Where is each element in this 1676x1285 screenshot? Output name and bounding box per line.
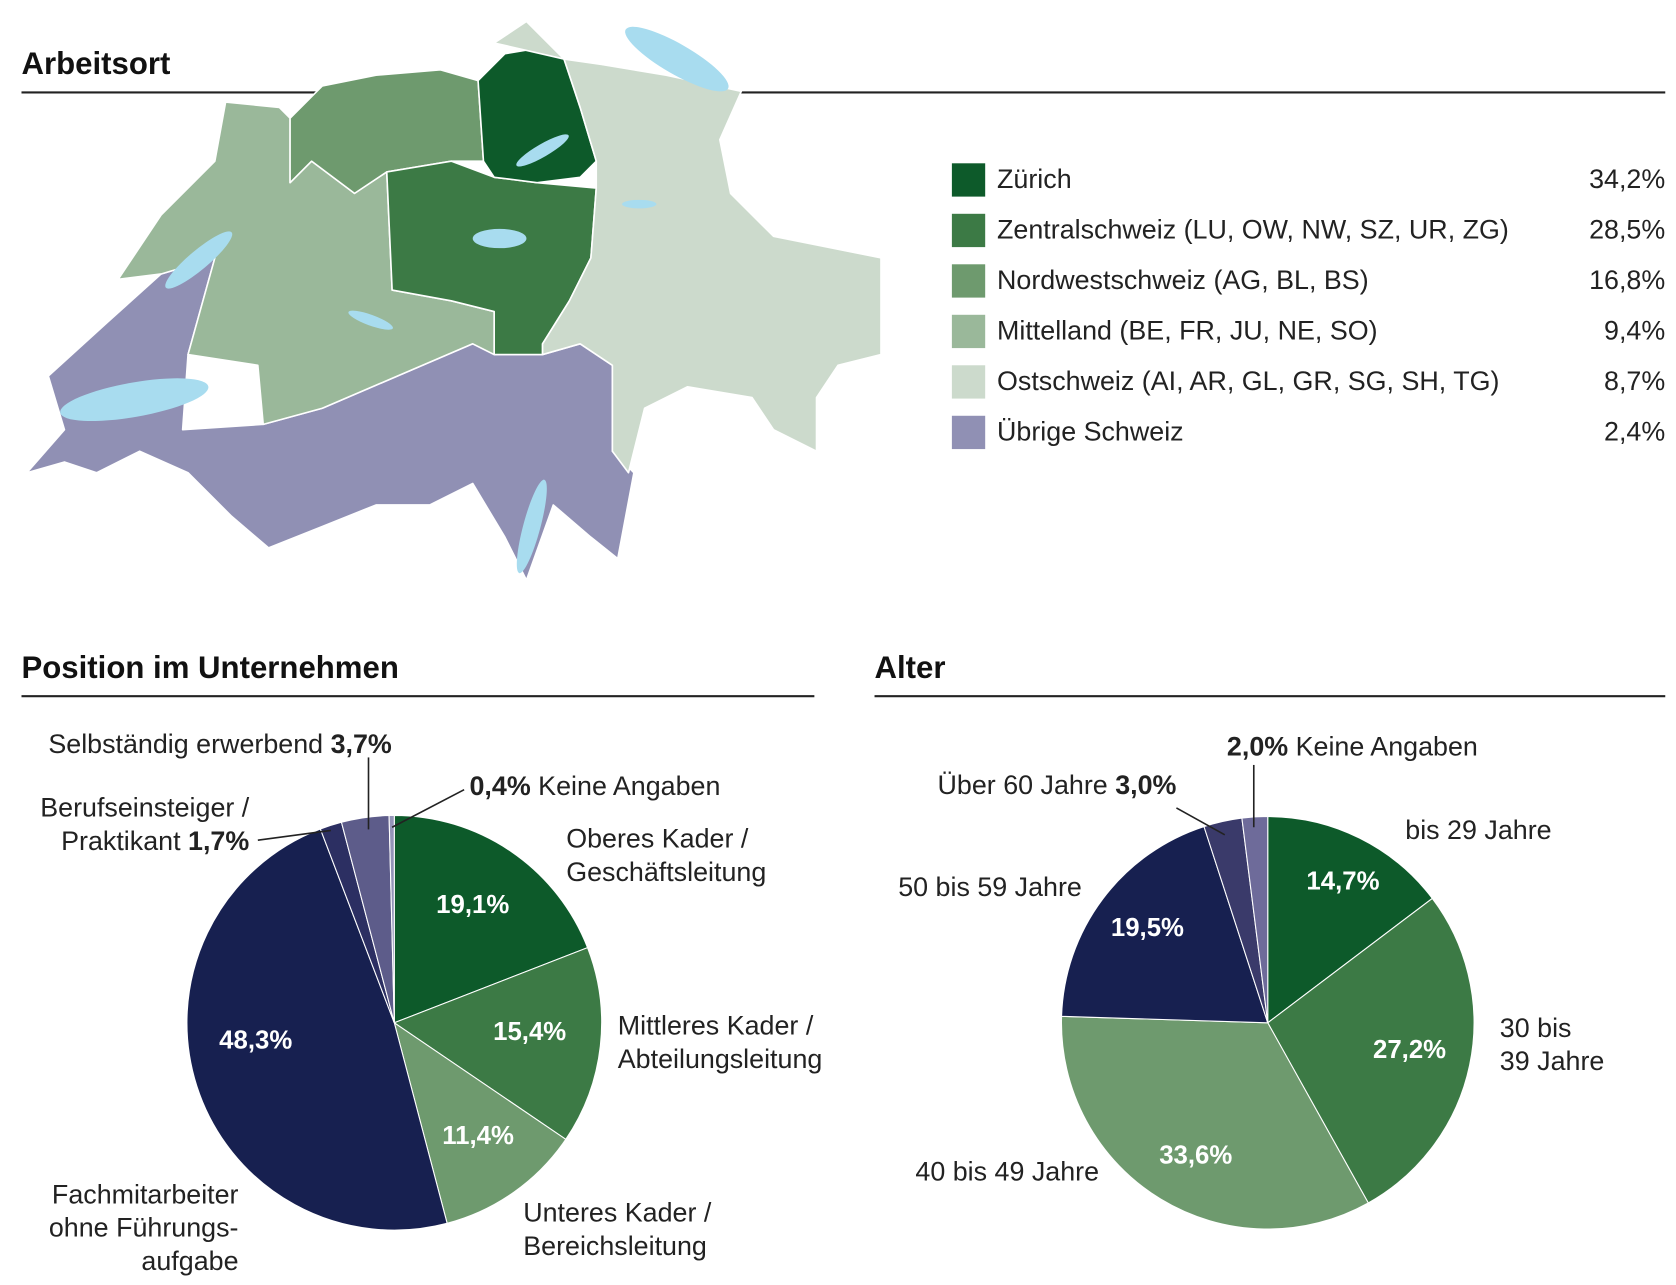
map bbox=[26, 20, 882, 581]
slice-label: Unteres Kader / Bereichsleitung bbox=[523, 1197, 711, 1264]
legend-label: Zentralschweiz (LU, OW, NW, SZ, UR, ZG) bbox=[997, 214, 1509, 245]
legend-value: 2,4% bbox=[1604, 416, 1666, 447]
slice-value: 2,0% bbox=[1226, 731, 1289, 762]
slice-label: 40 bis 49 Jahre bbox=[915, 1156, 1099, 1189]
lake bbox=[625, 26, 729, 92]
region bbox=[493, 20, 882, 474]
slice-value: 11,4% bbox=[442, 1121, 514, 1151]
leader-line bbox=[1176, 807, 1226, 836]
leader-line bbox=[391, 788, 465, 828]
legend-swatch bbox=[951, 365, 986, 399]
slice-name: Keine Angaben bbox=[538, 771, 721, 802]
slice-value: 0,4% bbox=[469, 771, 531, 802]
slice-name: Mittleres Kader / Abteilungsleitung bbox=[617, 1010, 823, 1075]
pie-slice bbox=[1241, 815, 1269, 1023]
slice-value: 14,7% bbox=[1306, 867, 1380, 897]
slice-name: bis 29 Jahre bbox=[1405, 815, 1552, 846]
legend-label: Zürich bbox=[997, 164, 1072, 195]
pie-slice bbox=[393, 814, 589, 1024]
legend-value: 16,8% bbox=[1589, 265, 1666, 296]
slice-value: 19,1% bbox=[436, 890, 510, 920]
slice-label: 30 bis 39 Jahre bbox=[1500, 1012, 1605, 1079]
slice-name: Selbständig erwerbend bbox=[48, 729, 324, 760]
slice-name: 30 bis 39 Jahre bbox=[1499, 1013, 1605, 1077]
slice-label: Berufseinsteiger / Praktikant 1,7% bbox=[40, 792, 249, 859]
slice-name: Unteres Kader / Bereichsleitung bbox=[523, 1197, 712, 1262]
slice-value: 3,7% bbox=[330, 729, 392, 760]
pie-slice bbox=[1061, 825, 1269, 1024]
lake bbox=[516, 479, 547, 574]
slice-value: 27,2% bbox=[1372, 1035, 1447, 1065]
slice-label: 0,4% Keine Angaben bbox=[469, 770, 720, 803]
slice-name: Über 60 Jahre bbox=[937, 770, 1108, 801]
legend-value: 34,2% bbox=[1589, 164, 1666, 195]
slice-value: 48,3% bbox=[219, 1026, 293, 1056]
slice-label: Über 60 Jahre 3,0% bbox=[938, 769, 1177, 802]
legend-value: 28,5% bbox=[1589, 214, 1666, 245]
lake bbox=[348, 310, 393, 330]
slice-label: 2,0% Keine Angaben bbox=[1227, 731, 1478, 764]
slice-label: Fachmitarbeiter ohne Führungs- aufgabe bbox=[49, 1179, 239, 1279]
slice-label: bis 29 Jahre bbox=[1405, 814, 1551, 847]
slice-value: 3,0% bbox=[1115, 770, 1177, 801]
leader-line bbox=[257, 829, 332, 841]
pie-slice bbox=[393, 1021, 567, 1224]
slice-label: 50 bis 59 Jahre bbox=[898, 871, 1082, 904]
slice-name: Fachmitarbeiter ohne Führungs- aufgabe bbox=[48, 1179, 239, 1277]
slice-label: Oberes Kader / Geschäftsleitung bbox=[566, 823, 766, 890]
slice-name: Oberes Kader / Geschäftsleitung bbox=[566, 824, 767, 888]
slice-value: 33,6% bbox=[1159, 1140, 1233, 1170]
legend-label: Nordwestschweiz (AG, BL, BS) bbox=[997, 265, 1369, 296]
lakes bbox=[60, 26, 729, 574]
lake bbox=[516, 134, 569, 167]
slice-name: 40 bis 49 Jahre bbox=[915, 1157, 1100, 1188]
slice-label: Mittleres Kader / Abteilungsleitung bbox=[618, 1010, 823, 1077]
pie-slice bbox=[1267, 897, 1475, 1204]
slice-name: Keine Angaben bbox=[1295, 731, 1478, 762]
slice-label: Selbständig erwerbend 3,7% bbox=[48, 728, 391, 761]
pie-slice bbox=[1060, 1015, 1369, 1230]
legend-label: Ostschweiz (AI, AR, GL, GR, SG, SH, TG) bbox=[997, 366, 1500, 397]
legend-value: 8,7% bbox=[1604, 366, 1666, 397]
legend-value: 9,4% bbox=[1604, 315, 1666, 346]
legend-label: Mittelland (BE, FR, JU, NE, SO) bbox=[997, 315, 1378, 346]
slice-name: 50 bis 59 Jahre bbox=[898, 872, 1082, 903]
legend-swatch bbox=[951, 163, 986, 197]
legend-swatch bbox=[951, 415, 986, 450]
lake bbox=[622, 199, 657, 209]
pie-title: Alter bbox=[874, 651, 946, 686]
slice-value: 19,5% bbox=[1110, 913, 1184, 943]
pie-slice bbox=[393, 946, 603, 1141]
map-title: Arbeitsort bbox=[21, 47, 171, 82]
legend-swatch bbox=[951, 213, 986, 248]
lake bbox=[60, 378, 209, 422]
lake bbox=[472, 228, 527, 249]
pie-slice bbox=[186, 828, 448, 1231]
slice-name: Berufseinsteiger / Praktikant bbox=[40, 792, 250, 857]
legend-label: Übrige Schweiz bbox=[997, 416, 1184, 447]
region bbox=[289, 69, 485, 195]
legend-swatch bbox=[951, 314, 986, 349]
pie-slice bbox=[1267, 815, 1434, 1024]
slice-value: 1,7% bbox=[188, 826, 250, 857]
legend-swatch bbox=[951, 264, 986, 298]
pie-slice bbox=[388, 814, 395, 1023]
lake bbox=[165, 231, 233, 289]
slice-value: 15,4% bbox=[493, 1017, 567, 1047]
pie-title: Position im Unternehmen bbox=[21, 651, 399, 686]
